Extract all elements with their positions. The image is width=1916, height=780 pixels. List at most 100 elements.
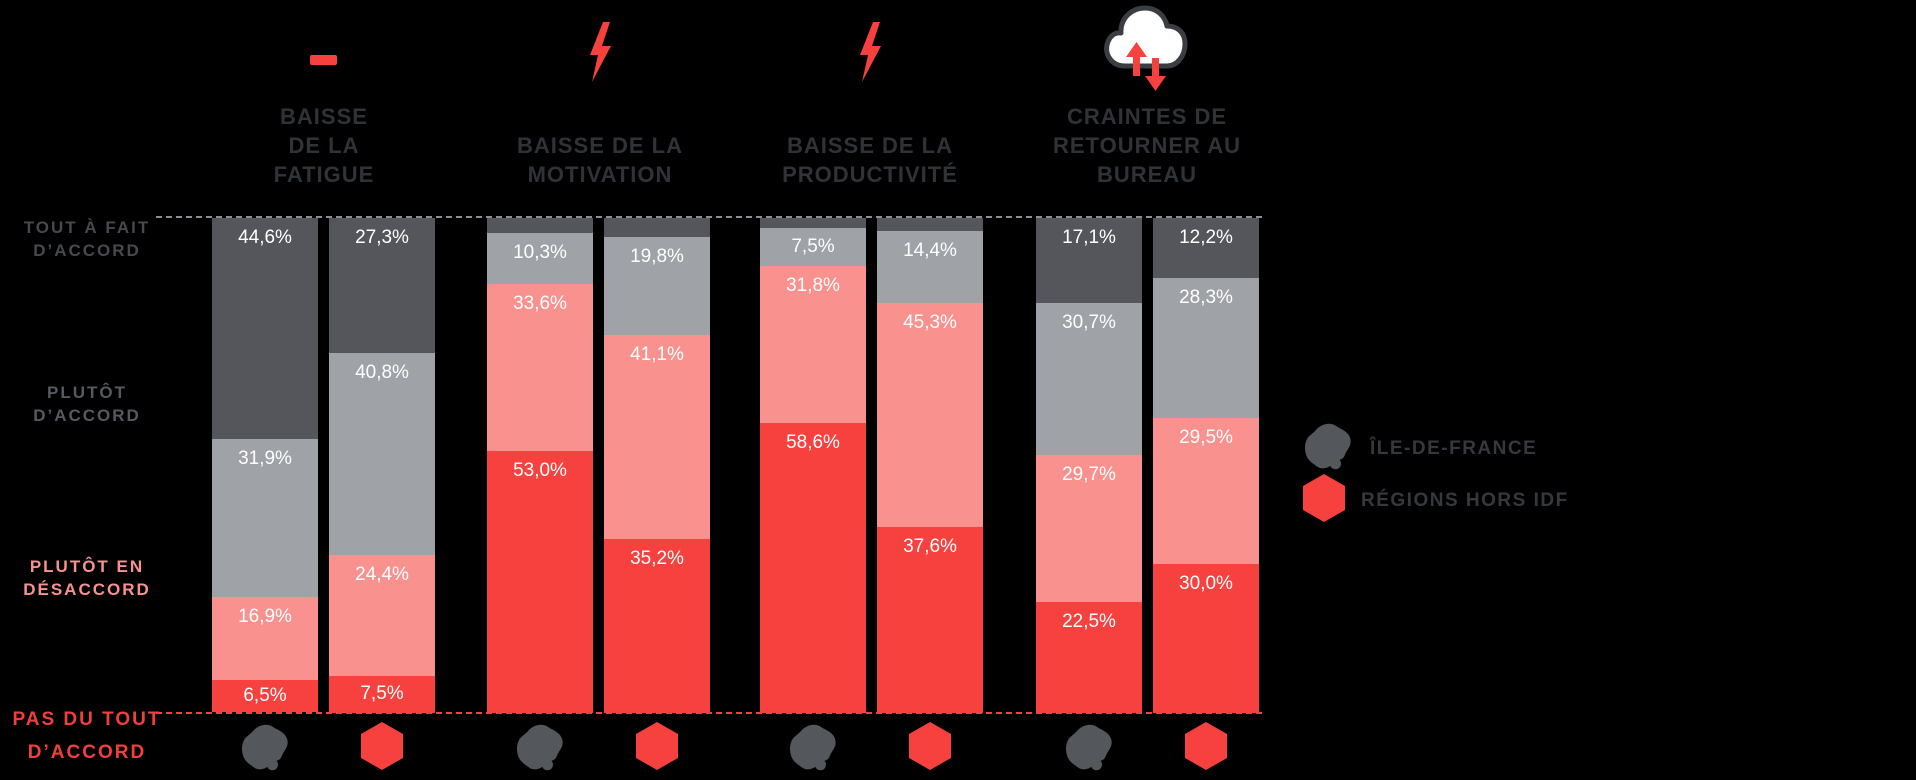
category-title-line: BAISSE DE LA bbox=[516, 133, 684, 158]
bar-segment: 35,2% bbox=[604, 538, 710, 713]
stacked-bar: 27,3% 40,8% 24,4% 7,5% bbox=[329, 218, 435, 713]
bar-value-label: 19,8% bbox=[630, 246, 684, 268]
bar-segment: 40,8% bbox=[329, 353, 435, 556]
bar-value-label: 27,3% bbox=[355, 227, 409, 248]
stacked-bar: 7,5% 31,8% 58,6% bbox=[760, 218, 866, 713]
bar-segment: 28,3% bbox=[1153, 278, 1259, 419]
lightning-icon bbox=[583, 21, 617, 88]
bar-segment: 53,0% bbox=[487, 450, 593, 713]
legend-label: RÉGIONS HORS IDF bbox=[1361, 489, 1569, 511]
bar-value-label: 29,7% bbox=[1062, 463, 1116, 485]
bar-segment: 29,7% bbox=[1036, 454, 1142, 602]
bar-segment: 16,9% bbox=[212, 596, 318, 681]
bar-segment: 33,6% bbox=[487, 284, 593, 451]
bar-segment: 37,6% bbox=[877, 526, 983, 713]
y-axis-label: PLUTÔT D’ACCORD bbox=[6, 381, 168, 427]
bar-value-label: 7,5% bbox=[791, 235, 835, 257]
y-axis-label: TOUT À FAIT D’ACCORD bbox=[6, 216, 168, 262]
top-dashed-gridline bbox=[156, 216, 1262, 218]
idf-map-icon bbox=[239, 722, 291, 777]
category-title-line: BAISSE DE LA bbox=[786, 133, 954, 158]
bar-value-label: 44,6% bbox=[238, 227, 292, 248]
bar-value-label: 30,0% bbox=[1179, 573, 1233, 595]
cloud-return-icon bbox=[1099, 0, 1195, 99]
bar-value-label: 45,3% bbox=[903, 311, 957, 333]
bar-segment: 22,5% bbox=[1036, 601, 1142, 713]
category-title-line: BUREAU bbox=[1096, 162, 1198, 187]
bar-value-label: 22,5% bbox=[1062, 610, 1116, 632]
category-title-line: MOTIVATION bbox=[527, 162, 673, 187]
bar-segment: 44,6% bbox=[212, 218, 318, 439]
y-axis-label-line: D’ACCORD bbox=[33, 406, 141, 425]
y-axis-label: PAS DU TOUT D’ACCORD bbox=[6, 703, 168, 769]
stacked-bar: 19,8% 41,1% 35,2% bbox=[604, 218, 710, 713]
bar-value-label: 17,1% bbox=[1062, 227, 1116, 248]
bar-value-label: 12,2% bbox=[1179, 227, 1233, 248]
y-axis-label-line: TOUT À FAIT bbox=[23, 218, 151, 237]
bar-segment: 31,8% bbox=[760, 265, 866, 423]
y-axis-label-line: DÉSACCORD bbox=[23, 580, 151, 599]
bar-segment bbox=[487, 218, 593, 234]
stacked-bar: 14,4% 45,3% 37,6% bbox=[877, 218, 983, 713]
bar-segment: 19,8% bbox=[604, 237, 710, 336]
bar-value-label: 31,8% bbox=[786, 274, 840, 296]
y-axis-label: PLUTÔT EN DÉSACCORD bbox=[6, 555, 168, 601]
bar-value-label: 30,7% bbox=[1062, 311, 1116, 333]
y-axis-label-line: PLUTÔT EN bbox=[29, 557, 145, 576]
bar-value-label: 14,4% bbox=[903, 240, 957, 262]
y-axis-label-line: PLUTÔT bbox=[47, 383, 127, 402]
y-axis-label-line: PAS DU TOUT bbox=[12, 709, 162, 730]
bar-segment: 30,0% bbox=[1153, 564, 1259, 713]
bar-value-label: 28,3% bbox=[1179, 287, 1233, 309]
idf-map-icon bbox=[514, 722, 566, 777]
bar-segment: 41,1% bbox=[604, 335, 710, 539]
lightning-icon bbox=[853, 21, 887, 88]
bar-segment: 7,5% bbox=[329, 675, 435, 713]
legend-item: RÉGIONS HORS IDF bbox=[1303, 474, 1569, 527]
legend-item: ÎLE-DE-FRANCE bbox=[1302, 421, 1537, 476]
stacked-bar: 44,6% 31,9% 16,9% 6,5% bbox=[212, 218, 318, 713]
category-title-line: CRAINTES DE bbox=[1066, 104, 1228, 129]
category-title-line: FATIGUE bbox=[273, 162, 375, 187]
bar-value-label: 40,8% bbox=[355, 362, 409, 384]
bar-value-label: 7,5% bbox=[360, 683, 404, 705]
bar-segment: 45,3% bbox=[877, 302, 983, 527]
legend-label: ÎLE-DE-FRANCE bbox=[1370, 437, 1538, 459]
stacked-bar: 17,1% 30,7% 29,7% 22,5% bbox=[1036, 218, 1142, 713]
category-title-line: DE LA bbox=[288, 133, 360, 158]
bar-segment: 31,9% bbox=[212, 438, 318, 597]
bar-segment: 17,1% bbox=[1036, 218, 1142, 303]
idf-map-icon bbox=[1063, 722, 1115, 777]
hexagon-icon bbox=[636, 722, 678, 775]
bar-segment: 6,5% bbox=[212, 680, 318, 713]
bar-value-label: 24,4% bbox=[355, 564, 409, 586]
hexagon-icon bbox=[1185, 722, 1227, 775]
bar-segment bbox=[877, 218, 983, 232]
bar-segment bbox=[760, 218, 866, 229]
hexagon-icon bbox=[361, 722, 403, 775]
stacked-bar: 10,3% 33,6% 53,0% bbox=[487, 218, 593, 713]
baseline-dashed-gridline bbox=[156, 712, 1262, 714]
bar-segment: 27,3% bbox=[329, 218, 435, 354]
hexagon-icon bbox=[1303, 474, 1345, 527]
category-title: CRAINTES DE RETOURNER AU BUREAU bbox=[997, 102, 1297, 189]
bar-value-label: 16,9% bbox=[238, 605, 292, 627]
bar-value-label: 41,1% bbox=[630, 344, 684, 366]
bar-value-label: 35,2% bbox=[630, 547, 684, 569]
category-title: BAISSE DE LA PRODUCTIVITÉ bbox=[720, 131, 1020, 189]
bar-segment: 30,7% bbox=[1036, 302, 1142, 455]
category-title-line: RETOURNER AU bbox=[1052, 133, 1241, 158]
minus-icon bbox=[310, 55, 337, 65]
bar-segment: 24,4% bbox=[329, 555, 435, 676]
bar-value-label: 10,3% bbox=[513, 242, 567, 264]
bar-segment: 12,2% bbox=[1153, 218, 1259, 279]
bar-segment: 29,5% bbox=[1153, 418, 1259, 565]
category-title-line: BAISSE bbox=[280, 104, 368, 129]
category-title: BAISSE DE LA MOTIVATION bbox=[450, 131, 750, 189]
bar-value-label: 6,5% bbox=[243, 685, 287, 707]
bar-value-label: 33,6% bbox=[513, 293, 567, 315]
idf-map-icon bbox=[787, 722, 839, 777]
bar-segment: 10,3% bbox=[487, 233, 593, 285]
bar-value-label: 31,9% bbox=[238, 447, 292, 469]
